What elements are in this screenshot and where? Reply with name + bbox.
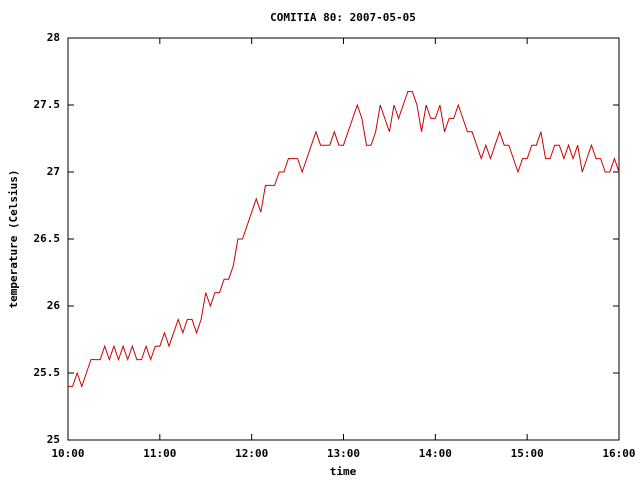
x-axis-label: time: [330, 465, 357, 478]
y-tick-label: 28: [47, 31, 60, 44]
y-tick-label: 26.5: [34, 232, 61, 245]
y-tick-label: 25: [47, 433, 60, 446]
x-tick-label: 10:00: [51, 447, 84, 460]
chart-title: COMITIA 80: 2007-05-05: [270, 11, 416, 24]
y-tick-label: 27: [47, 165, 60, 178]
y-tick-label: 27.5: [34, 98, 61, 111]
y-axis-label: temperature (Celsius): [7, 169, 20, 308]
x-tick-label: 15:00: [511, 447, 544, 460]
y-tick-label: 25.5: [34, 366, 61, 379]
plot-frame: [67, 37, 620, 441]
data-line: [68, 91, 620, 388]
y-tick-label: 26: [47, 299, 61, 312]
x-tick-label: 16:00: [602, 447, 635, 460]
x-tick-label: 14:00: [419, 447, 452, 460]
x-tick-label: 12:00: [235, 447, 268, 460]
x-tick-label: 13:00: [327, 447, 360, 460]
x-tick-label: 11:00: [143, 447, 176, 460]
